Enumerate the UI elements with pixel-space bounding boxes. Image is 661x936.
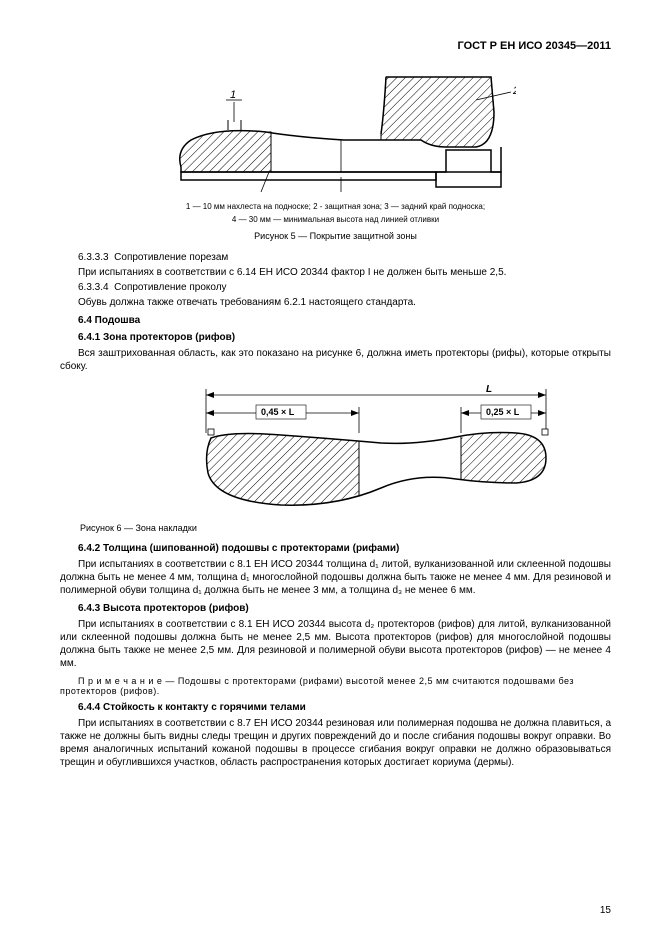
sec-6-4-title: 6.4 Подошва <box>60 315 611 326</box>
sole-diagram-svg: L 0,45 × L 0,25 × L <box>186 383 566 513</box>
figure5-title: Рисунок 5 — Покрытие защитной зоны <box>60 231 611 241</box>
sec-6-4-2-text: При испытаниях в соответствии с 8.1 ЕН И… <box>60 558 611 597</box>
page-number: 15 <box>600 905 611 916</box>
sec-6-4-4-text: При испытаниях в соответствии с 8.7 ЕН И… <box>60 717 611 769</box>
sec-6-3-3-4-text: Обувь должна также отвечать требованиям … <box>60 296 611 309</box>
header-standard: ГОСТ Р ЕН ИСО 20345—2011 <box>60 40 611 52</box>
fig5-label-2: 2 <box>512 85 516 97</box>
fig5-label-4: 4 <box>338 191 344 192</box>
figure5-caption-line2: 4 — 30 мм — минимальная высота над линие… <box>60 215 611 225</box>
sec-6-4-3-text: При испытаниях в соответствии с 8.1 ЕН И… <box>60 618 611 670</box>
fig6-label-045L: 0,45 × L <box>261 407 295 417</box>
sec-6-4-3-title: 6.4.3 Высота протекторов (рифов) <box>60 603 611 614</box>
boot-diagram-svg: 1 2 3 4 <box>156 72 516 192</box>
figure5-caption-line1: 1 — 10 мм нахлеста на подноске; 2 - защи… <box>60 202 611 212</box>
sec-6-4-4-title: 6.4.4 Стойкость к контакту с горячими те… <box>60 702 611 713</box>
figure-6: L 0,45 × L 0,25 × L <box>140 383 611 513</box>
sec-6-4-1-text: Вся заштрихованная область, как это пока… <box>60 347 611 373</box>
fig5-label-3: 3 <box>254 191 261 192</box>
sec-6-4-2-title: 6.4.2 Толщина (шипованной) подошвы с про… <box>60 543 611 554</box>
sec-6-4-1-title: 6.4.1 Зона протекторов (рифов) <box>60 332 611 343</box>
fig6-label-025L: 0,25 × L <box>486 407 520 417</box>
page: ГОСТ Р ЕН ИСО 20345—2011 1 <box>0 0 661 936</box>
sec-6-3-3-3-text: При испытаниях в соответствии с 6.14 ЕН … <box>60 266 611 279</box>
sec-6-3-3-3: 6.3.3.3 Сопротивление порезам <box>60 251 611 264</box>
figure-5: 1 2 3 4 <box>60 72 611 192</box>
fig5-label-1: 1 <box>230 89 236 101</box>
fig6-label-L: L <box>486 384 492 395</box>
sec-6-3-3-4: 6.3.3.4 Сопротивление проколу <box>60 281 611 294</box>
figure6-title: Рисунок 6 — Зона накладки <box>80 523 611 533</box>
sec-6-4-3-note: П р и м е ч а н и е — Подошвы с протекто… <box>60 676 611 696</box>
